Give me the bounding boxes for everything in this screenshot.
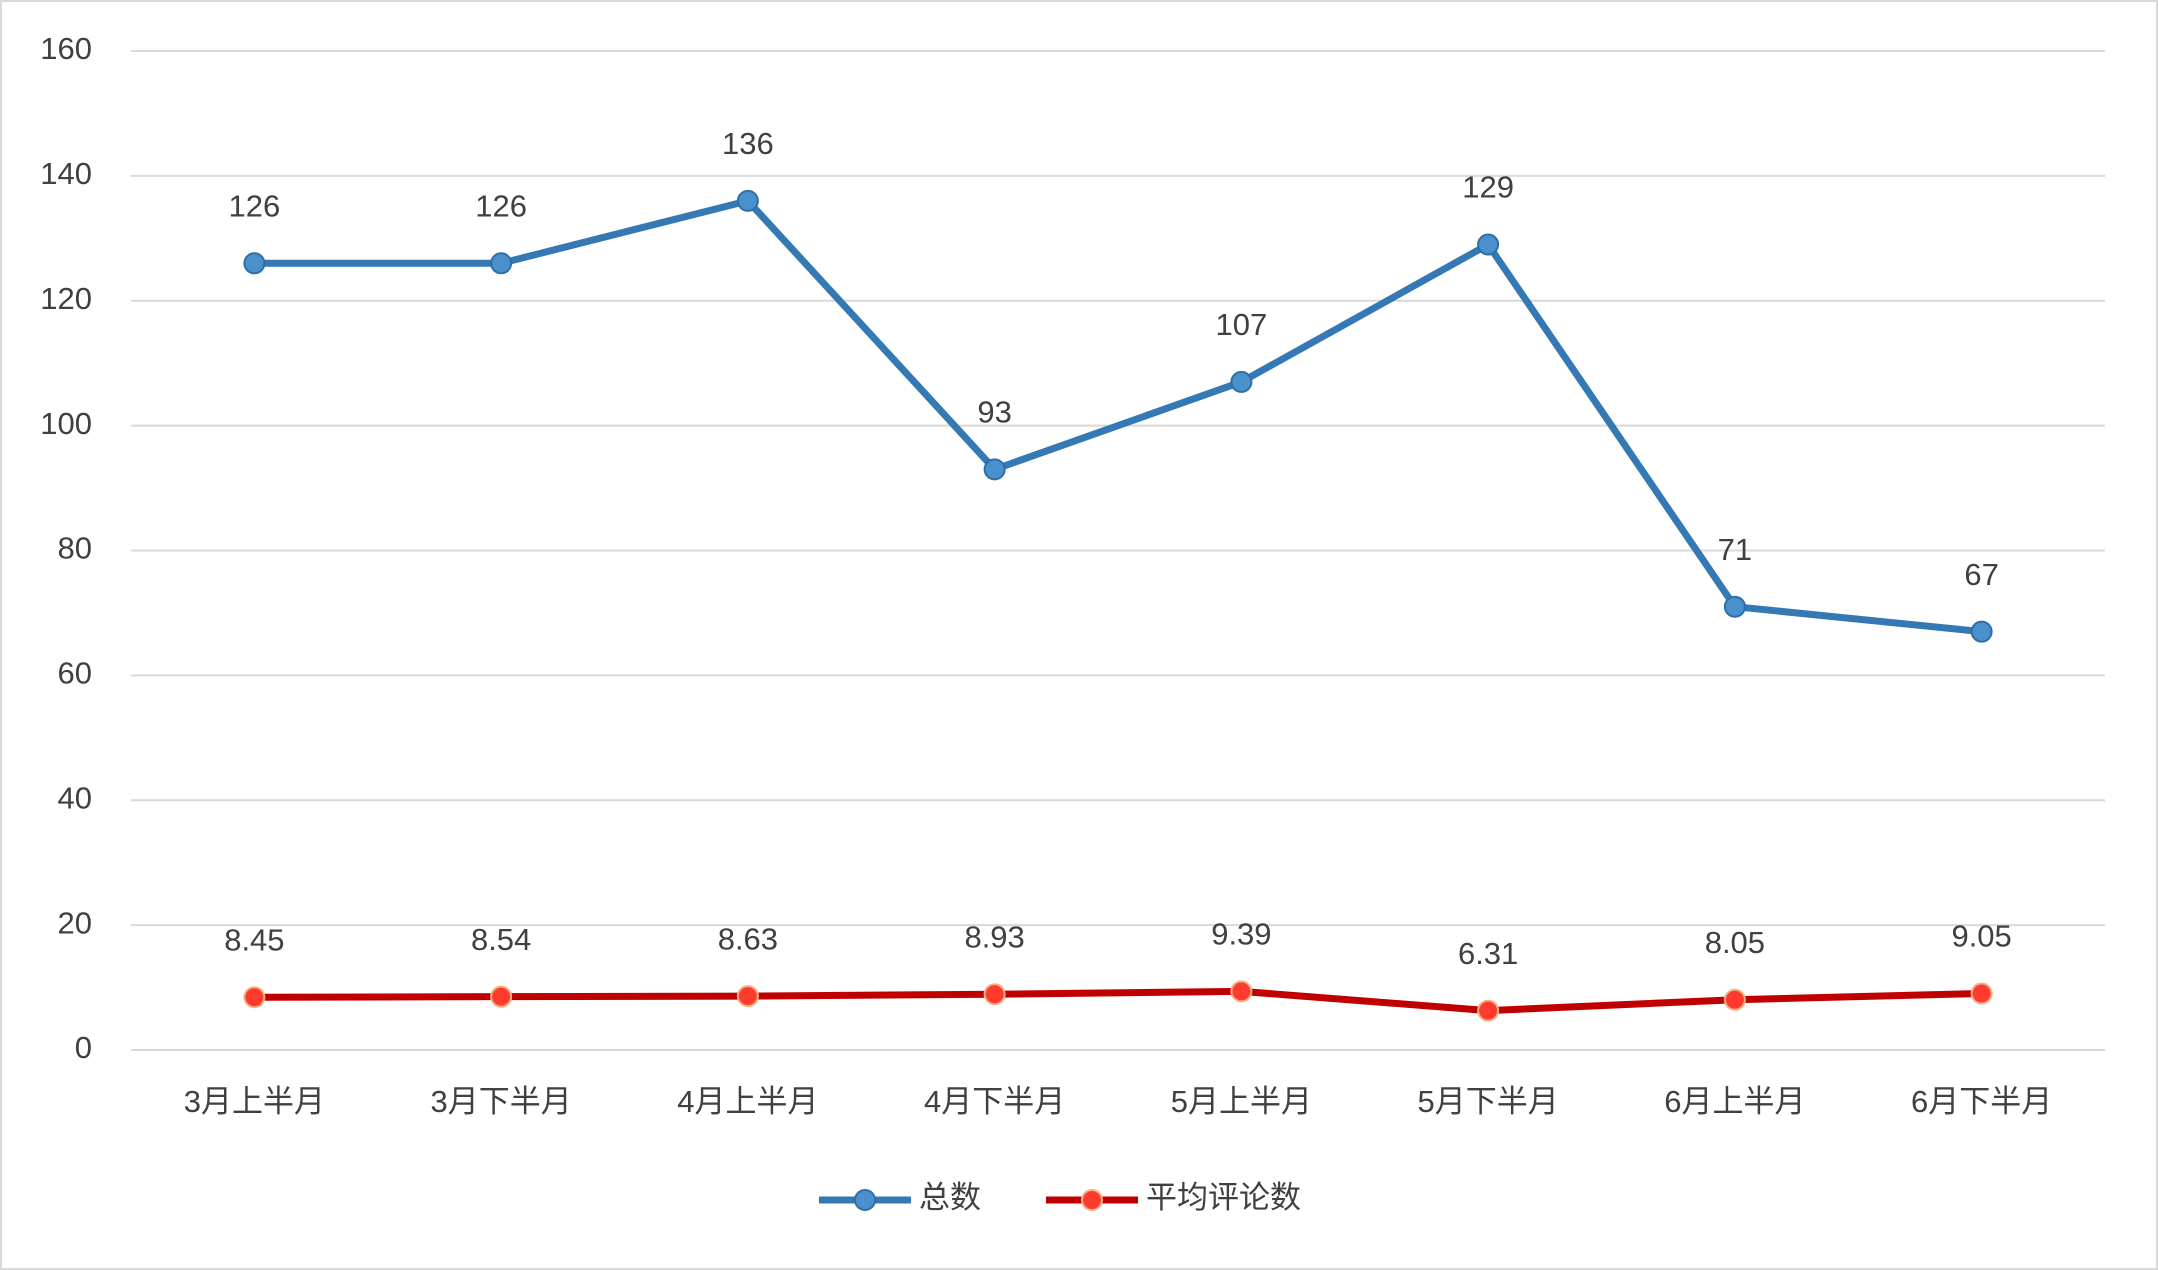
- data-label: 126: [229, 188, 281, 223]
- data-point: [736, 985, 759, 1008]
- data-label: 71: [1718, 532, 1752, 567]
- y-tick-label: 20: [58, 905, 92, 940]
- x-tick-label: 4月下半月: [924, 1084, 1065, 1119]
- data-point: [1723, 595, 1746, 618]
- y-tick-label: 140: [40, 156, 92, 191]
- x-tick-label: 3月上半月: [184, 1084, 325, 1119]
- data-point: [983, 983, 1006, 1006]
- data-point: [490, 252, 513, 275]
- data-point: [243, 252, 266, 275]
- y-tick-label: 40: [58, 780, 92, 815]
- data-label: 6.31: [1458, 936, 1518, 971]
- legend-label: 总数: [919, 1180, 981, 1215]
- data-point: [736, 189, 759, 212]
- data-point: [1970, 620, 1993, 643]
- data-point: [1970, 982, 1993, 1005]
- x-tick-label: 5月上半月: [1171, 1084, 1312, 1119]
- x-tick-label: 6月上半月: [1664, 1084, 1805, 1119]
- data-label: 9.39: [1211, 917, 1271, 952]
- data-label: 8.45: [224, 922, 284, 957]
- legend-marker: [854, 1189, 876, 1211]
- data-label: 8.93: [964, 919, 1024, 954]
- x-tick-label: 3月下半月: [431, 1084, 572, 1119]
- data-point: [243, 986, 266, 1009]
- data-point: [983, 458, 1006, 481]
- data-label: 93: [977, 395, 1011, 430]
- y-tick-label: 0: [75, 1030, 92, 1065]
- data-point: [1477, 999, 1500, 1022]
- legend-label: 平均评论数: [1146, 1180, 1301, 1215]
- data-label: 67: [1964, 557, 1998, 592]
- data-point: [490, 985, 513, 1008]
- data-label: 136: [722, 126, 774, 161]
- data-label: 126: [475, 188, 527, 223]
- y-tick-label: 80: [58, 531, 92, 566]
- data-point: [1230, 370, 1253, 393]
- x-tick-label: 6月下半月: [1911, 1084, 2052, 1119]
- y-tick-label: 120: [40, 281, 92, 316]
- data-label: 9.05: [1951, 919, 2011, 954]
- data-point: [1723, 988, 1746, 1011]
- data-label: 8.05: [1705, 925, 1765, 960]
- data-label: 107: [1216, 307, 1268, 342]
- data-label: 8.54: [471, 922, 531, 957]
- data-label: 8.63: [718, 921, 778, 956]
- data-point: [1230, 980, 1253, 1003]
- data-point: [1477, 233, 1500, 256]
- y-tick-label: 60: [58, 656, 92, 691]
- y-tick-label: 100: [40, 406, 92, 441]
- x-tick-label: 4月上半月: [677, 1084, 818, 1119]
- series-line: [254, 197, 1982, 636]
- y-tick-label: 160: [40, 31, 92, 66]
- series-line: [254, 987, 1982, 1015]
- x-tick-label: 5月下半月: [1418, 1084, 1559, 1119]
- legend-marker: [1081, 1189, 1103, 1211]
- data-label: 129: [1462, 170, 1514, 205]
